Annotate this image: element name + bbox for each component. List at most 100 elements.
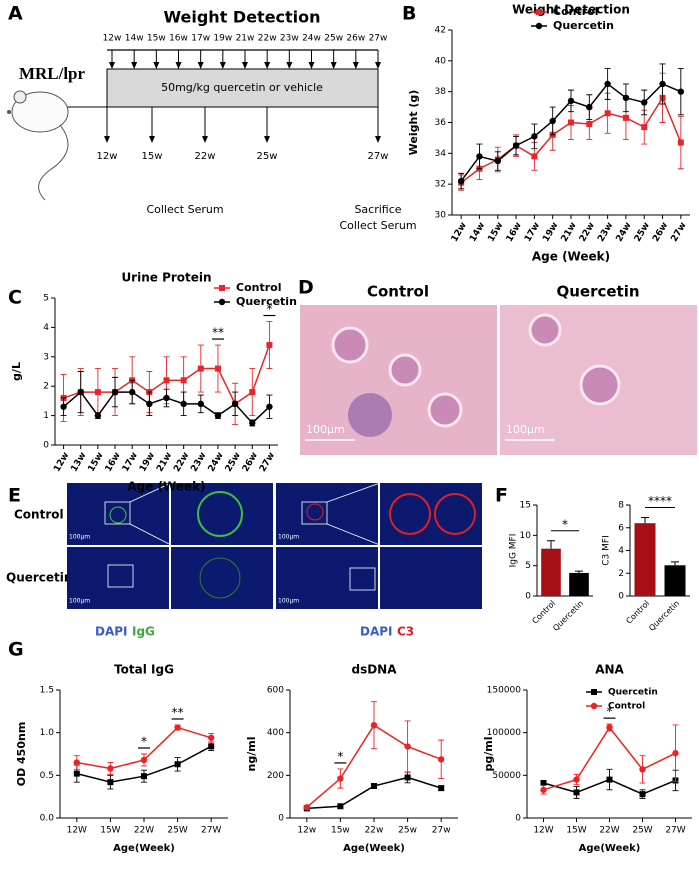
x-tick-label: 15w bbox=[486, 221, 505, 244]
point bbox=[266, 403, 273, 410]
y-tick-label: 6 bbox=[618, 523, 624, 533]
point bbox=[197, 365, 204, 372]
y-tick-label: 100000 bbox=[487, 728, 522, 738]
error-bar bbox=[547, 540, 555, 549]
y-tick-label: 40 bbox=[435, 56, 447, 66]
series-line bbox=[306, 776, 442, 810]
point bbox=[573, 789, 580, 796]
row-label: Control bbox=[14, 508, 64, 522]
point bbox=[549, 117, 556, 125]
point bbox=[586, 121, 593, 128]
week-label: 15w bbox=[142, 151, 163, 162]
point bbox=[163, 394, 170, 402]
x-tick-label: 15w bbox=[331, 826, 350, 836]
x-tick-label: 13w bbox=[69, 451, 88, 474]
x-tick-label: 26w bbox=[651, 221, 670, 244]
x-tick-label: 16w bbox=[505, 221, 524, 244]
scale-label: 100μm bbox=[278, 598, 299, 605]
point bbox=[141, 773, 147, 780]
y-tick-label: 1.0 bbox=[40, 728, 55, 738]
y-tick-label: 0 bbox=[278, 814, 284, 824]
x-axis-label: Age(Week) bbox=[343, 843, 405, 854]
y-axis-label: g/L bbox=[10, 362, 23, 381]
point bbox=[219, 285, 225, 291]
arrow-head bbox=[375, 136, 381, 143]
x-tick-label: 26w bbox=[241, 451, 260, 474]
chart-title: ANA bbox=[595, 663, 624, 677]
y-tick-label: 8 bbox=[618, 501, 624, 511]
point bbox=[146, 400, 153, 408]
week-label: 26w bbox=[346, 34, 365, 44]
row-label: Quercetin bbox=[6, 571, 72, 585]
point bbox=[606, 724, 613, 731]
week-label: 24w bbox=[302, 34, 321, 44]
x-tick-label: 27W bbox=[665, 826, 685, 836]
y-axis-label: ng/ml bbox=[245, 737, 258, 772]
y-tick-label: 200 bbox=[267, 771, 284, 781]
y-tick-label: 4 bbox=[43, 323, 49, 333]
arrow-head bbox=[175, 62, 182, 69]
x-tick-label: 24w bbox=[615, 221, 634, 244]
point bbox=[535, 22, 543, 30]
sacrifice-label: Sacrifice bbox=[354, 203, 401, 216]
x-tick-label: 27w bbox=[258, 451, 277, 474]
point bbox=[606, 776, 613, 783]
week-label: 23w bbox=[280, 34, 299, 44]
significance: * bbox=[562, 517, 568, 531]
x-tick-label: 25W bbox=[167, 826, 187, 836]
bar bbox=[541, 548, 561, 596]
point bbox=[73, 770, 80, 777]
y-tick-label: 0.0 bbox=[40, 814, 55, 824]
stain-label: DAPI bbox=[95, 625, 128, 639]
point bbox=[457, 177, 465, 185]
point bbox=[494, 157, 501, 165]
x-tick-label: 15W bbox=[100, 826, 120, 836]
point bbox=[404, 774, 411, 781]
x-tick-label: 19w bbox=[541, 221, 560, 244]
week-label: 25w bbox=[324, 34, 343, 44]
point bbox=[591, 689, 597, 695]
point bbox=[604, 80, 611, 88]
y-tick-label: 50000 bbox=[492, 771, 521, 781]
x-tick-label: 15W bbox=[566, 826, 586, 836]
x-tick-label: 12w bbox=[297, 826, 316, 836]
point bbox=[672, 749, 679, 757]
x-axis-label: Age(Week) bbox=[113, 843, 175, 854]
point bbox=[476, 153, 483, 160]
point bbox=[174, 724, 181, 731]
y-tick-label: 34 bbox=[435, 149, 447, 159]
schematic: Weight Detection 50mg/kg quercetin or ve… bbox=[7, 8, 417, 232]
point bbox=[604, 110, 611, 117]
x-axis-label: Age (Week) bbox=[532, 250, 610, 264]
x-tick-label: 25w bbox=[224, 451, 243, 474]
point bbox=[249, 419, 256, 427]
point bbox=[540, 780, 547, 787]
treatment-box bbox=[106, 68, 379, 108]
point bbox=[567, 97, 575, 105]
significance: ** bbox=[172, 705, 184, 719]
schematic-title: Weight Detection bbox=[163, 8, 320, 27]
y-tick-label: 5 bbox=[525, 561, 531, 571]
point bbox=[218, 298, 226, 306]
week-label: 17w bbox=[191, 34, 210, 44]
point bbox=[60, 403, 67, 410]
x-tick-label: 17w bbox=[523, 221, 542, 244]
x-tick-label: Control bbox=[530, 599, 557, 626]
y-tick-label: 0.5 bbox=[40, 771, 54, 781]
x-tick-label: 27W bbox=[201, 826, 221, 836]
column-label: Control bbox=[367, 283, 429, 301]
chart: Total IgG 0.0 0.5 1.0 1.5 OD 450nm 12W 15W 22W 25… bbox=[15, 663, 228, 854]
x-tick-label: Quercetin bbox=[647, 599, 681, 633]
error-bar bbox=[575, 570, 583, 573]
week-label: 27w bbox=[369, 34, 388, 44]
mouse-icon bbox=[7, 90, 69, 201]
point bbox=[303, 804, 310, 811]
panel-label: B bbox=[402, 3, 416, 25]
bar bbox=[634, 523, 656, 596]
point bbox=[208, 734, 215, 741]
week-label: 14w bbox=[125, 34, 144, 44]
point bbox=[214, 365, 221, 372]
point bbox=[231, 400, 239, 408]
point bbox=[659, 80, 666, 88]
